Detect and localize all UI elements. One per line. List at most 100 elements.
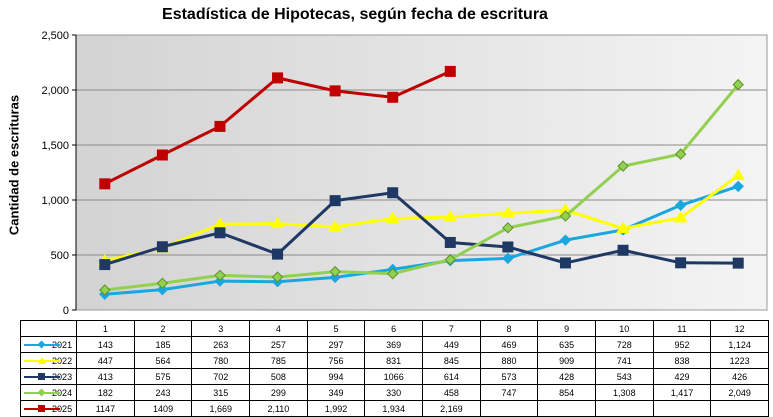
- series-2025-point: [214, 120, 226, 132]
- legend-label: 2022: [52, 355, 73, 366]
- data-label: 575: [133, 368, 193, 385]
- series-2025-point: [272, 72, 284, 84]
- legend-entry-2024: 2024: [19, 384, 78, 401]
- legend-entry-2022: 2022: [19, 352, 78, 369]
- legend-label: 2024: [52, 387, 73, 398]
- x-tick-label: 1: [76, 320, 135, 337]
- data-label: 1,934: [364, 400, 424, 417]
- series-2023-point: [444, 236, 456, 248]
- data-label: 297: [306, 336, 366, 353]
- data-label: 994: [306, 368, 366, 385]
- y-tick-label: 2,000: [41, 85, 69, 97]
- data-label: 458: [422, 384, 481, 401]
- series-2023-point: [675, 257, 687, 269]
- data-label: 780: [191, 352, 251, 369]
- series-2022-point: [328, 219, 343, 232]
- series-2025-point: [99, 178, 111, 190]
- legend-marker: [37, 340, 46, 349]
- data-label: 728: [594, 336, 654, 353]
- data-label: 838: [652, 352, 712, 369]
- data-label: 880: [479, 352, 539, 369]
- data-label: 243: [133, 384, 193, 401]
- series-2025-point: [156, 149, 168, 161]
- data-label: 426: [710, 368, 769, 385]
- data-label: 741: [594, 352, 654, 369]
- series-2023-point: [617, 244, 629, 256]
- series-2022-point: [270, 216, 285, 229]
- data-label: 257: [249, 336, 308, 353]
- series-2021-point: [214, 275, 226, 287]
- data-label: 831: [364, 352, 424, 369]
- data-label: 428: [537, 368, 596, 385]
- data-label: 564: [133, 352, 193, 369]
- series-2024-point: [214, 269, 226, 282]
- data-label: 1,308: [594, 384, 654, 401]
- series-2023-point: [502, 241, 514, 253]
- series-2024-point: [329, 265, 341, 278]
- data-label: [710, 400, 769, 417]
- x-tick-label: 3: [191, 320, 251, 337]
- y-tick-label: 1,000: [41, 195, 69, 207]
- x-tick-label: 5: [306, 320, 366, 337]
- series-2022-point: [500, 206, 515, 218]
- series-2021-point: [559, 234, 572, 246]
- data-label: 315: [191, 384, 251, 401]
- series-2021-point: [156, 283, 169, 296]
- legend-key: [24, 373, 60, 380]
- y-tick-label: 0: [63, 305, 69, 317]
- data-label: 1,124: [710, 336, 769, 353]
- data-label: 469: [479, 336, 539, 353]
- data-label: 2,110: [249, 400, 308, 417]
- data-label: 1,417: [652, 384, 712, 401]
- series-2023-line: [104, 191, 739, 267]
- data-label: 2,169: [422, 400, 481, 417]
- plot-area: [75, 34, 768, 311]
- x-tick-label: 8: [479, 320, 539, 337]
- x-tick-label: 11: [652, 320, 712, 337]
- x-tick-label: 7: [422, 320, 481, 337]
- data-label: 845: [422, 352, 481, 369]
- legend-key: [24, 357, 60, 364]
- data-label: 185: [133, 336, 193, 353]
- table-corner-cell: [19, 320, 78, 337]
- series-2023-point: [156, 241, 168, 253]
- data-label: 543: [594, 368, 654, 385]
- data-label: 573: [479, 368, 539, 385]
- data-label: 299: [249, 384, 308, 401]
- legend-marker: [38, 373, 45, 380]
- series-2024-point: [387, 267, 399, 280]
- data-label: 508: [249, 368, 308, 385]
- series-2024-point: [271, 271, 284, 283]
- data-label: 909: [537, 352, 596, 369]
- data-label: 429: [652, 368, 712, 385]
- series-2025-point: [444, 65, 456, 77]
- data-label: [479, 400, 539, 417]
- data-label: 635: [537, 336, 596, 353]
- legend-entry-2021: 2021: [19, 336, 78, 353]
- chart-title: Estadística de Hipotecas, según fecha de…: [162, 6, 548, 23]
- data-label: [537, 400, 596, 417]
- data-label: 447: [76, 352, 135, 369]
- data-label: 2,049: [710, 384, 769, 401]
- series-2023-point: [732, 257, 744, 269]
- legend-label: 2023: [52, 371, 73, 382]
- data-label: 952: [652, 336, 712, 353]
- series-2024-line: [104, 83, 740, 292]
- x-tick-label: 10: [594, 320, 654, 337]
- data-label: 1,669: [191, 400, 251, 417]
- x-tick-label: 4: [249, 320, 308, 337]
- legend-entry-2025: 2025: [19, 400, 78, 417]
- data-label: [652, 400, 712, 417]
- data-label: 1,992: [306, 400, 366, 417]
- series-2024-point: [156, 277, 169, 289]
- x-tick-label: 9: [537, 320, 596, 337]
- data-label: 449: [422, 336, 481, 353]
- series-2022-point: [731, 168, 746, 180]
- data-label: 854: [537, 384, 596, 401]
- y-tick-label: 1,500: [41, 140, 69, 152]
- series-2024-point: [559, 210, 572, 222]
- data-label: 413: [76, 368, 135, 385]
- data-label: 182: [76, 384, 135, 401]
- data-label: 349: [306, 384, 366, 401]
